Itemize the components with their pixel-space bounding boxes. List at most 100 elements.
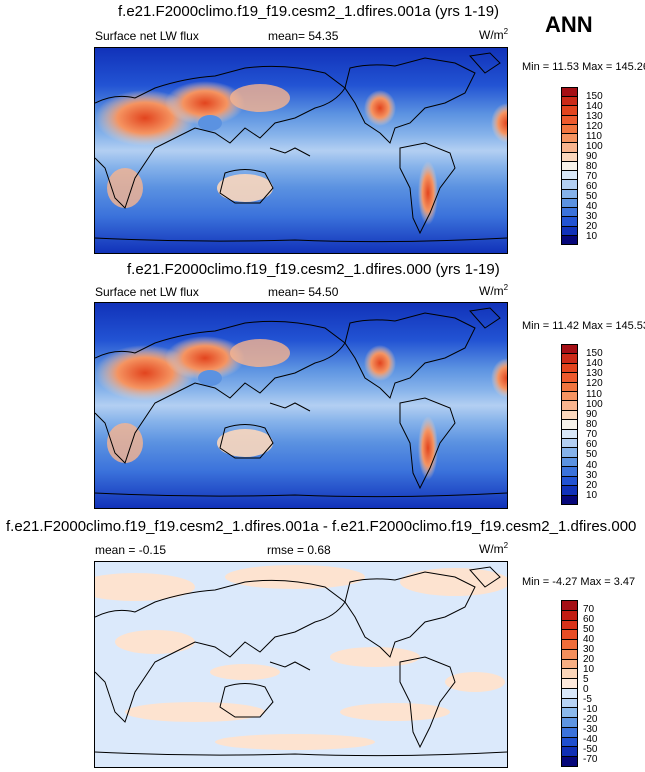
colorbar-swatch: [562, 429, 577, 440]
panel1-colorbar: [561, 87, 578, 245]
panel2-mean-value: 54.50: [308, 285, 339, 299]
colorbar-swatch: [562, 235, 577, 244]
colorbar-swatch: [562, 208, 577, 218]
colorbar-swatch: [562, 88, 577, 98]
panel3-mean-label: mean =: [95, 543, 136, 557]
panel2-colorbar-ticks: 150 140 130 120 110 100 90 80 70 60 50 40 30 20 10: [586, 348, 603, 501]
colorbar-swatch: [562, 373, 577, 383]
colorbar-swatch: [562, 630, 577, 641]
colorbar-tick-label: 100: [586, 141, 603, 152]
colorbar-tick-label: 20: [583, 654, 595, 665]
colorbar-tick-label: 60: [583, 614, 595, 625]
colorbar-swatch: [562, 688, 577, 699]
colorbar-tick-label: 20: [586, 221, 598, 232]
colorbar-swatch: [562, 495, 577, 504]
colorbar-swatch: [562, 610, 577, 621]
colorbar-tick-label: -70: [583, 754, 598, 765]
panel2-map: [94, 302, 508, 509]
colorbar-swatch: [562, 486, 577, 496]
colorbar-tick-label: 40: [586, 201, 598, 212]
panel1-mean-label: mean=: [268, 29, 306, 43]
colorbar-swatch: [562, 392, 577, 402]
colorbar-swatch: [562, 727, 577, 738]
colorbar-swatch: [562, 698, 577, 709]
colorbar-tick-label: 90: [586, 151, 598, 162]
colorbar-tick-label: 30: [583, 644, 595, 655]
season-label: ANN: [545, 12, 593, 37]
panel3-minmax: Min = -4.27 Max = 3.47: [522, 576, 636, 588]
panel1-mean-value: 54.35: [308, 29, 339, 43]
panel3-mean-value: -0.15: [138, 543, 167, 557]
panel1-variable: Surface net LW flux: [95, 29, 199, 43]
panel3-rmse-value: 0.68: [307, 543, 331, 557]
colorbar-swatch: [562, 354, 577, 364]
colorbar-tick-label: -40: [583, 734, 598, 745]
colorbar-tick-label: 130: [586, 111, 603, 122]
colorbar-swatch: [562, 718, 577, 728]
panel3-colorbar-ticks: 70 60 50 40 30 20 10 5 0 -5 -10 -20 -30 -40 -50 -70: [583, 604, 598, 765]
panel3-rmse: rmse = 0.68: [267, 543, 331, 557]
colorbar-tick-label: 30: [586, 469, 598, 481]
colorbar-swatch: [562, 217, 577, 227]
colorbar-tick-label: 5: [583, 674, 589, 685]
colorbar-swatch: [562, 620, 577, 631]
colorbar-swatch: [562, 659, 577, 670]
colorbar-swatch: [562, 97, 577, 107]
panel2-minmax: Min = 11.42 Max = 145.53: [522, 320, 645, 332]
panel2-variable: Surface net LW flux: [95, 285, 199, 299]
colorbar-swatch: [562, 601, 577, 611]
colorbar-swatch: [562, 143, 577, 153]
colorbar-swatch: [562, 401, 577, 411]
colorbar-swatch: [562, 420, 577, 430]
colorbar-swatch: [562, 640, 577, 650]
colorbar-tick-label: 20: [586, 479, 598, 491]
colorbar-tick-label: -10: [583, 704, 598, 715]
panel1-mean: mean= 54.35: [268, 29, 338, 43]
colorbar-tick-label: 120: [586, 121, 603, 132]
colorbar-swatch: [562, 345, 577, 355]
colorbar-tick-label: -20: [583, 714, 598, 725]
colorbar-swatch: [562, 134, 577, 144]
colorbar-swatch: [562, 115, 577, 125]
colorbar-swatch: [562, 708, 577, 719]
panel1-map: [94, 47, 508, 254]
colorbar-tick-label: 50: [586, 449, 598, 461]
colorbar-tick-label: -5: [583, 694, 592, 705]
colorbar-tick-label: 100: [586, 398, 603, 410]
colorbar-tick-label: 40: [586, 459, 598, 471]
colorbar-swatch: [562, 457, 577, 468]
panel3-map: [94, 561, 508, 768]
colorbar-tick-label: 50: [583, 624, 595, 635]
colorbar-swatch: [562, 467, 577, 477]
panel3-title: f.e21.F2000climo.f19_f19.cesm2_1.dfires.…: [6, 518, 637, 535]
panel3-colorbar: [561, 600, 578, 767]
colorbar-tick-label: 150: [586, 348, 603, 359]
colorbar-swatch: [562, 189, 577, 199]
colorbar-tick-label: 110: [586, 388, 602, 400]
colorbar-tick-label: 60: [586, 181, 598, 192]
colorbar-tick-label: 40: [583, 634, 595, 645]
colorbar-swatch: [562, 439, 577, 449]
panel2-mean: mean= 54.50: [268, 285, 338, 299]
colorbar-tick-label: 10: [583, 664, 595, 675]
panel3-rmse-label: rmse =: [267, 543, 305, 557]
colorbar-tick-label: 30: [586, 211, 598, 222]
panel2-mean-label: mean=: [268, 285, 306, 299]
colorbar-tick-label: 70: [586, 429, 598, 441]
colorbar-swatch: [562, 737, 577, 748]
panel1-colorbar-ticks: 150 140 130 120 110 100 90 80 70 60 50 40 30 20 10: [586, 92, 603, 242]
colorbar-swatch: [562, 198, 577, 209]
colorbar-swatch: [562, 410, 577, 421]
colorbar-tick-label: 0: [583, 684, 589, 695]
colorbar-swatch: [562, 363, 577, 374]
colorbar-tick-label: 70: [583, 604, 595, 615]
colorbar-swatch: [562, 171, 577, 181]
colorbar-swatch: [562, 106, 577, 116]
panel2-title: f.e21.F2000climo.f19_f19.cesm2_1.dfires.…: [127, 261, 500, 278]
colorbar-tick-label: 80: [586, 418, 598, 430]
colorbar-tick-label: 90: [586, 408, 598, 420]
colorbar-swatch: [562, 226, 577, 236]
colorbar-swatch: [562, 757, 577, 767]
panel3-positive-regions: [95, 565, 507, 750]
colorbar-swatch: [562, 669, 577, 680]
